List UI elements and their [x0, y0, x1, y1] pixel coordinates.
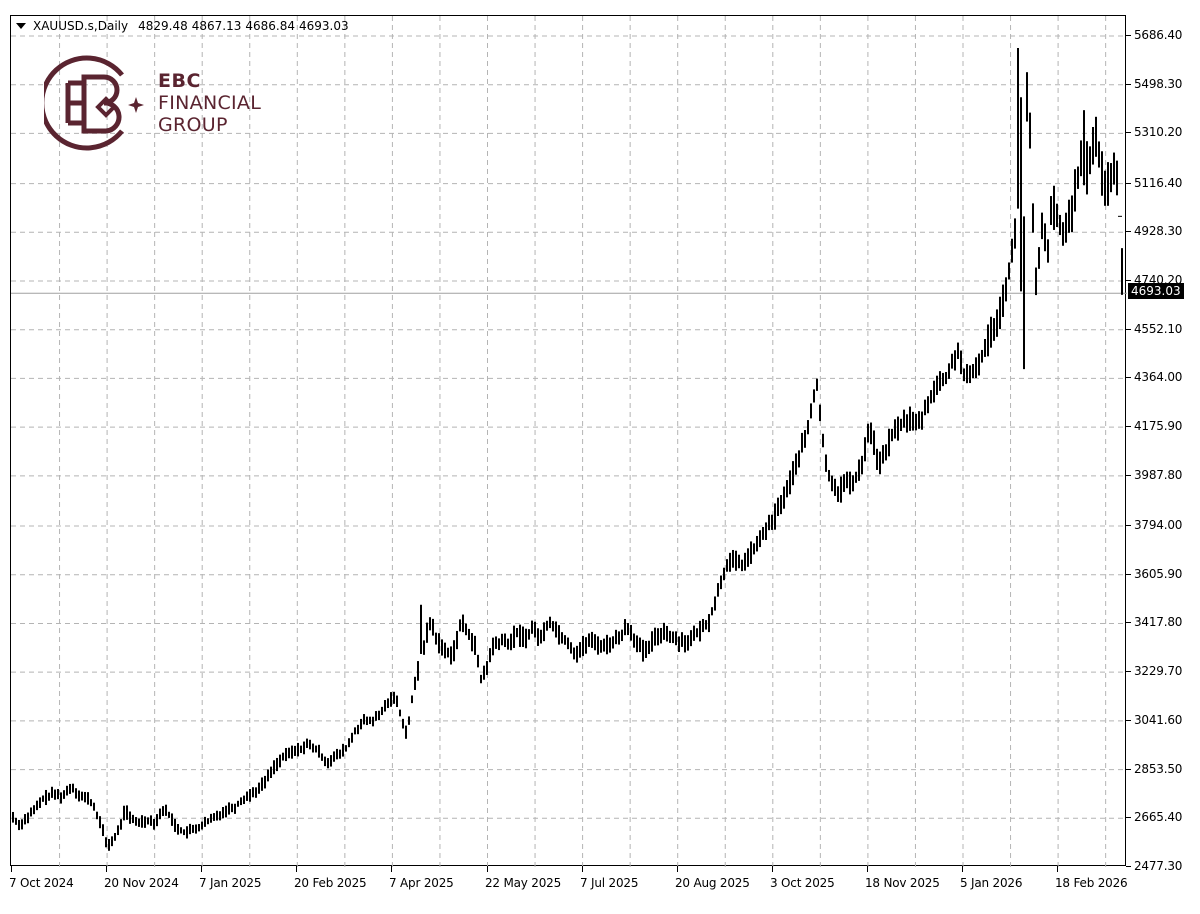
- y-tick: [1126, 35, 1131, 36]
- x-axis-label: 20 Feb 2025: [294, 876, 367, 890]
- open-value: 4829.48: [138, 19, 188, 33]
- x-axis-label: 7 Jan 2025: [199, 876, 262, 890]
- y-axis-label: 3041.60: [1134, 713, 1183, 727]
- x-axis-label: 18 Feb 2026: [1055, 876, 1128, 890]
- y-axis-label: 3605.90: [1134, 567, 1183, 581]
- x-tick: [201, 866, 202, 872]
- high-value: 4867.13: [191, 19, 242, 33]
- y-tick: [1126, 866, 1131, 867]
- x-axis-label: 7 Apr 2025: [389, 876, 454, 890]
- x-tick: [677, 866, 678, 872]
- chart-area[interactable]: [10, 15, 1127, 867]
- price-plot: [11, 16, 1127, 867]
- y-tick: [1126, 720, 1131, 721]
- x-tick: [867, 866, 868, 872]
- ebc-logo: EBC FINANCIAL GROUP: [44, 53, 261, 153]
- y-axis-label: 3987.80: [1134, 468, 1183, 482]
- y-axis-label: 5116.40: [1134, 176, 1183, 190]
- chart-header: XAUUSD.s,Daily 4829.48 4867.13 4686.84 4…: [16, 19, 349, 33]
- close-value: 4693.03: [298, 19, 349, 33]
- y-axis-label: 3229.70: [1134, 664, 1183, 678]
- y-tick: [1126, 231, 1131, 232]
- x-axis-label: 20 Nov 2024: [104, 876, 179, 890]
- x-tick: [11, 866, 12, 872]
- ebc-emblem-icon: [44, 55, 144, 151]
- y-axis-label: 4928.30: [1134, 224, 1183, 238]
- x-tick: [106, 866, 107, 872]
- x-axis-label: 22 May 2025: [485, 876, 562, 890]
- y-tick: [1126, 280, 1131, 281]
- y-axis-label: 3417.80: [1134, 615, 1183, 629]
- logo-line-group: GROUP: [158, 114, 228, 136]
- y-tick: [1126, 622, 1131, 623]
- symbol-label: XAUUSD.s,Daily: [33, 19, 129, 33]
- x-tick: [391, 866, 392, 872]
- y-axis-label: 4552.10: [1134, 322, 1183, 336]
- x-axis-label: 7 Jul 2025: [580, 876, 639, 890]
- x-tick: [962, 866, 963, 872]
- y-axis-label: 4175.90: [1134, 419, 1183, 433]
- x-axis-label: 7 Oct 2024: [9, 876, 74, 890]
- dropdown-triangle-icon[interactable]: [16, 23, 26, 29]
- logo-line-ebc: EBC: [158, 70, 201, 92]
- y-tick: [1126, 84, 1131, 85]
- y-axis-label: 2665.40: [1134, 810, 1183, 824]
- x-axis-label: 3 Oct 2025: [770, 876, 835, 890]
- x-tick: [296, 866, 297, 872]
- y-axis-label: 4364.00: [1134, 370, 1183, 384]
- x-axis-label: 18 Nov 2025: [865, 876, 940, 890]
- y-axis-label: 2853.50: [1134, 762, 1183, 776]
- x-axis-label: 5 Jan 2026: [960, 876, 1023, 890]
- current-price-tag: 4693.03: [1128, 283, 1184, 299]
- x-tick: [772, 866, 773, 872]
- y-tick: [1126, 525, 1131, 526]
- x-tick: [1057, 866, 1058, 872]
- y-tick: [1126, 329, 1131, 330]
- y-tick: [1126, 574, 1131, 575]
- y-axis-label: 5498.30: [1134, 77, 1183, 91]
- y-axis-label: 3794.00: [1134, 518, 1183, 532]
- y-tick: [1126, 671, 1131, 672]
- y-axis-label: 5686.40: [1134, 28, 1183, 42]
- low-value: 4686.84: [245, 19, 295, 33]
- x-tick: [582, 866, 583, 872]
- x-axis-label: 20 Aug 2025: [675, 876, 750, 890]
- y-tick: [1126, 426, 1131, 427]
- logo-line-financial: FINANCIAL: [158, 92, 262, 114]
- y-tick: [1126, 475, 1131, 476]
- y-axis-label: 5310.20: [1134, 125, 1183, 139]
- y-tick: [1126, 183, 1131, 184]
- x-tick: [487, 866, 488, 872]
- y-tick: [1126, 817, 1131, 818]
- y-tick: [1126, 132, 1131, 133]
- y-tick: [1126, 769, 1131, 770]
- y-tick: [1126, 377, 1131, 378]
- y-axis-label: 2477.30: [1134, 859, 1183, 873]
